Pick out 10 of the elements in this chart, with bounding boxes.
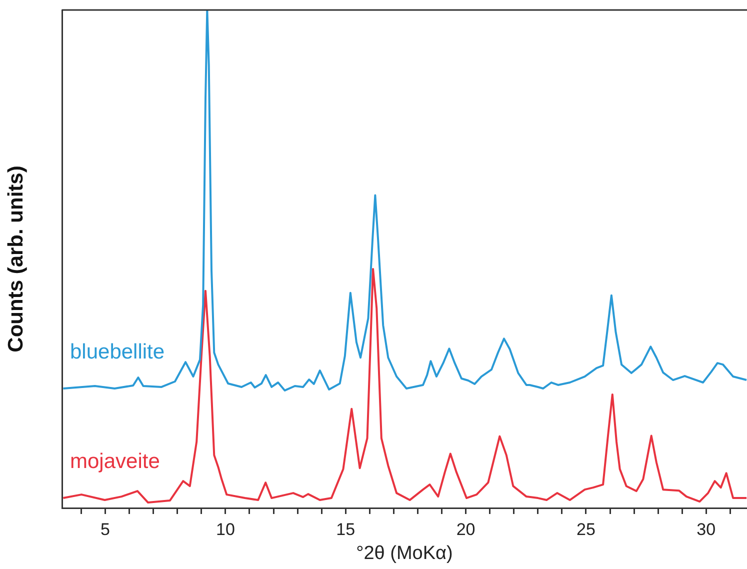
x-tick-label: 15 [336, 520, 356, 539]
x-axis-title: °2θ (MoKα) [356, 542, 453, 564]
x-tick-label: 5 [100, 520, 110, 539]
x-tick-label: 20 [456, 520, 476, 539]
x-tick-label: 30 [696, 520, 716, 539]
series-label: bluebellite [70, 340, 165, 364]
x-tick-label: 10 [216, 520, 235, 539]
x-tick-label: 25 [576, 520, 596, 539]
y-axis-title: Counts (arb. units) [4, 166, 28, 352]
series-label: mojaveite [70, 450, 160, 474]
